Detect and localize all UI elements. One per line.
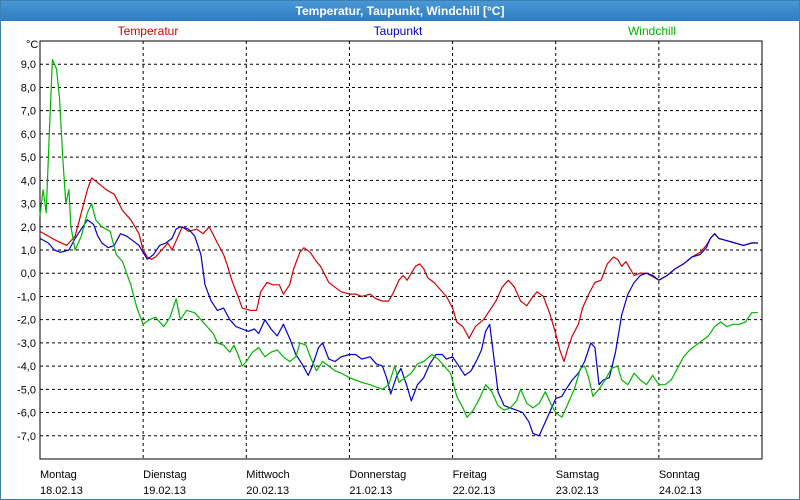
x-tick-day-label: Mittwoch — [246, 469, 289, 481]
legend-entry-windchill: Windchill — [628, 24, 676, 38]
grid-lines — [40, 41, 762, 459]
y-tick-label: -5,0 — [17, 384, 36, 396]
x-tick-date-label: 21.02.13 — [349, 485, 392, 497]
x-tick-day-label: Freitag — [453, 469, 487, 481]
series-lines — [39, 59, 758, 437]
series-line-taupunkt — [39, 219, 758, 437]
y-tick-label: 7,0 — [21, 106, 36, 118]
x-tick-day-label: Dienstag — [143, 469, 186, 481]
legend-entry-temperatur: Temperatur — [118, 24, 179, 38]
x-tick-date-label: 23.02.13 — [556, 485, 599, 497]
series-line-windchill — [39, 59, 758, 418]
x-tick-day-label: Samstag — [556, 469, 599, 481]
legend-entry-taupunkt: Taupunkt — [374, 24, 423, 38]
x-axis-ticks: Montag 18.02.13 Dienstag 19.02.13 Mittwoch 20… — [40, 469, 702, 497]
x-tick-day-label: Montag — [40, 469, 77, 481]
y-tick-label: 0,0 — [21, 268, 36, 280]
y-tick-label: 8,0 — [21, 82, 36, 94]
y-tick-label: 3,0 — [21, 199, 36, 211]
y-tick-label: -6,0 — [17, 408, 36, 420]
y-tick-label: -7,0 — [17, 431, 36, 443]
y-tick-label: -4,0 — [17, 361, 36, 373]
legend: Temperatur Taupunkt Windchill — [118, 24, 676, 38]
y-tick-label: 5,0 — [21, 152, 36, 164]
y-axis-ticks: 9,0 8,0 7,0 6,0 5,0 4,0 3,0 2,0 1,0 0,0 -1,0 -2,0 -3… — [17, 59, 36, 443]
y-tick-label: 9,0 — [21, 59, 36, 71]
series-line-temperatur — [39, 177, 758, 363]
window-title: Temperatur, Taupunkt, Windchill [°C] — [1, 1, 799, 21]
x-tick-date-label: 18.02.13 — [40, 485, 83, 497]
x-tick-date-label: 20.02.13 — [246, 485, 289, 497]
plot-frame — [39, 40, 763, 460]
y-tick-label: -3,0 — [17, 338, 36, 350]
y-tick-label: 1,0 — [21, 245, 36, 257]
x-tick-day-label: Donnerstag — [349, 469, 406, 481]
x-tick-day-label: Sonntag — [659, 469, 700, 481]
y-tick-label: 4,0 — [21, 175, 36, 187]
y-axis-unit-label: °C — [26, 39, 38, 51]
y-tick-label: -1,0 — [17, 291, 36, 303]
y-tick-label: 6,0 — [21, 129, 36, 141]
x-tick-date-label: 22.02.13 — [453, 485, 496, 497]
y-tick-label: -2,0 — [17, 315, 36, 327]
x-tick-date-label: 24.02.13 — [659, 485, 702, 497]
x-tick-date-label: 19.02.13 — [143, 485, 186, 497]
y-tick-label: 2,0 — [21, 222, 36, 234]
